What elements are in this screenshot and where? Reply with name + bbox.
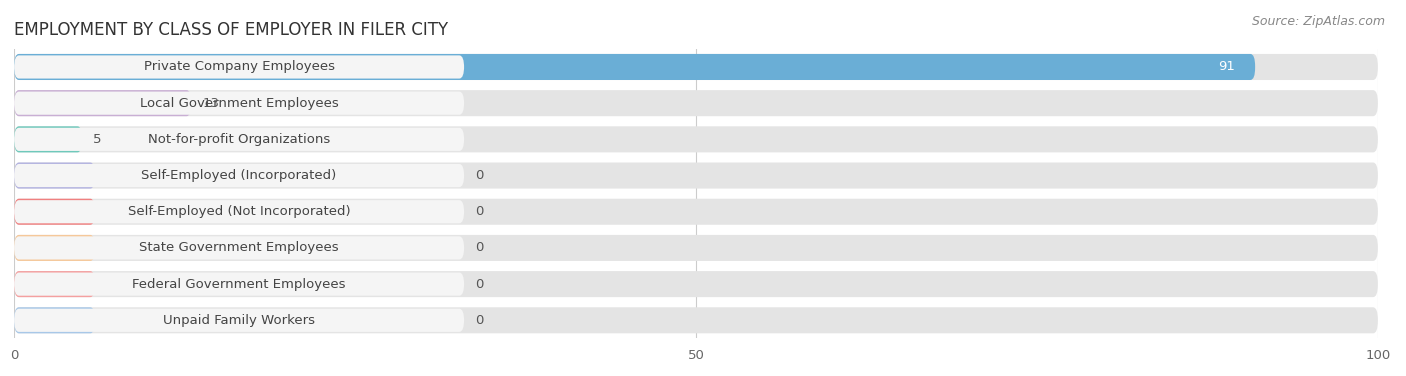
FancyBboxPatch shape bbox=[14, 54, 1256, 80]
FancyBboxPatch shape bbox=[14, 307, 1378, 334]
Text: 0: 0 bbox=[475, 205, 484, 218]
FancyBboxPatch shape bbox=[14, 235, 1378, 261]
Text: 0: 0 bbox=[475, 314, 484, 327]
FancyBboxPatch shape bbox=[14, 126, 1378, 152]
Text: Source: ZipAtlas.com: Source: ZipAtlas.com bbox=[1251, 15, 1385, 28]
Text: Self-Employed (Incorporated): Self-Employed (Incorporated) bbox=[142, 169, 336, 182]
FancyBboxPatch shape bbox=[14, 128, 464, 151]
Text: Self-Employed (Not Incorporated): Self-Employed (Not Incorporated) bbox=[128, 205, 350, 218]
FancyBboxPatch shape bbox=[14, 200, 464, 223]
FancyBboxPatch shape bbox=[14, 164, 464, 187]
FancyBboxPatch shape bbox=[14, 273, 464, 296]
Text: Not-for-profit Organizations: Not-for-profit Organizations bbox=[148, 133, 330, 146]
Text: 13: 13 bbox=[202, 97, 219, 110]
Text: Local Government Employees: Local Government Employees bbox=[139, 97, 339, 110]
FancyBboxPatch shape bbox=[14, 90, 191, 116]
FancyBboxPatch shape bbox=[14, 162, 1378, 189]
FancyBboxPatch shape bbox=[14, 309, 464, 332]
FancyBboxPatch shape bbox=[14, 126, 82, 152]
Text: 0: 0 bbox=[475, 277, 484, 291]
FancyBboxPatch shape bbox=[14, 162, 96, 189]
Text: 91: 91 bbox=[1218, 61, 1234, 73]
Text: Private Company Employees: Private Company Employees bbox=[143, 61, 335, 73]
Text: State Government Employees: State Government Employees bbox=[139, 241, 339, 255]
Text: 0: 0 bbox=[475, 169, 484, 182]
Text: 5: 5 bbox=[93, 133, 101, 146]
FancyBboxPatch shape bbox=[14, 235, 96, 261]
Text: EMPLOYMENT BY CLASS OF EMPLOYER IN FILER CITY: EMPLOYMENT BY CLASS OF EMPLOYER IN FILER… bbox=[14, 21, 449, 39]
FancyBboxPatch shape bbox=[14, 307, 96, 334]
Text: Federal Government Employees: Federal Government Employees bbox=[132, 277, 346, 291]
FancyBboxPatch shape bbox=[14, 237, 464, 259]
Text: Unpaid Family Workers: Unpaid Family Workers bbox=[163, 314, 315, 327]
FancyBboxPatch shape bbox=[14, 271, 1378, 297]
FancyBboxPatch shape bbox=[14, 271, 96, 297]
FancyBboxPatch shape bbox=[14, 199, 96, 225]
FancyBboxPatch shape bbox=[14, 92, 464, 115]
FancyBboxPatch shape bbox=[14, 54, 1378, 80]
FancyBboxPatch shape bbox=[14, 90, 1378, 116]
Text: 0: 0 bbox=[475, 241, 484, 255]
FancyBboxPatch shape bbox=[14, 199, 1378, 225]
FancyBboxPatch shape bbox=[14, 55, 464, 79]
